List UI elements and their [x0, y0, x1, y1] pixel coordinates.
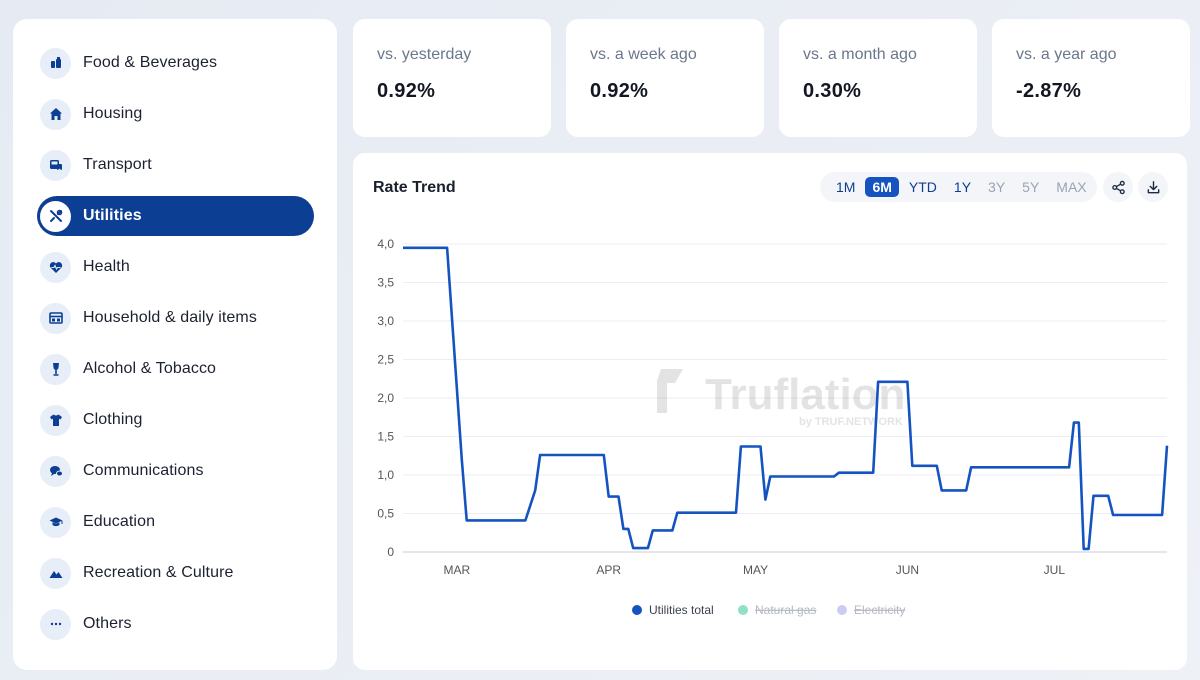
legend-label: Natural gas — [755, 603, 816, 617]
y-tick-label: 3,0 — [377, 314, 394, 328]
sidebar-item-label: Alcohol & Tobacco — [83, 360, 217, 377]
stat-value: 0.92% — [377, 80, 436, 102]
y-tick-label: 1,5 — [377, 430, 394, 444]
stat-value: -2.87% — [1016, 80, 1082, 102]
stat-label: vs. a year ago — [1016, 46, 1117, 63]
legend-item-natural-gas[interactable]: Natural gas — [738, 603, 816, 617]
legend-item-utilities-total[interactable]: Utilities total — [632, 603, 714, 617]
wine-glass-icon — [40, 353, 71, 385]
stat-card-week: vs. a week ago 0.92% — [566, 19, 764, 137]
rate-trend-card: 0 0,5 1,0 1,5 2,0 2,5 3,0 3,5 4,0 MAR APR MAY JUN JUL… — [353, 153, 1187, 670]
legend-marker — [837, 605, 847, 615]
sidebar-item-education[interactable]: Education — [37, 502, 314, 542]
range-button-6m[interactable]: 6M — [865, 177, 899, 197]
range-button-5y[interactable]: 5Y — [1022, 179, 1040, 195]
stat-label: vs. yesterday — [377, 46, 472, 63]
share-icon — [1111, 180, 1125, 194]
y-tick-label: 2,0 — [377, 391, 394, 405]
stat-label: vs. a month ago — [803, 46, 917, 63]
food-icon — [40, 47, 71, 79]
sidebar-item-clothing[interactable]: Clothing — [37, 400, 314, 440]
sidebar-item-label: Housing — [83, 105, 143, 122]
y-tick-label: 0,5 — [377, 507, 394, 521]
graduation-cap-icon — [40, 506, 71, 538]
rate-trend-chart: 0 0,5 1,0 1,5 2,0 2,5 3,0 3,5 4,0 MAR APR MAY JUN JUL… — [377, 237, 1169, 617]
time-range-selector: 1M 6M YTD 1Y 3Y 5Y MAX — [820, 172, 1097, 202]
legend-marker — [632, 605, 642, 615]
stat-card-yesterday: vs. yesterday 0.92% — [353, 19, 551, 137]
house-icon — [40, 98, 71, 130]
x-tick-label: MAY — [743, 563, 768, 577]
x-tick-label: APR — [596, 563, 621, 577]
y-tick-label: 4,0 — [377, 237, 394, 251]
transport-icon — [40, 149, 71, 181]
watermark-sub: by TRUF.NETWORK — [799, 416, 903, 428]
legend-label: Utilities total — [649, 603, 714, 617]
stat-card-year: vs. a year ago -2.87% — [992, 19, 1190, 137]
sidebar-item-housing[interactable]: Housing — [37, 94, 314, 134]
sidebar-item-communications[interactable]: Communications — [37, 451, 314, 491]
legend-item-electricity[interactable]: Electricity — [837, 603, 905, 617]
range-button-max[interactable]: MAX — [1056, 179, 1087, 195]
sidebar-item-alcohol-tobacco[interactable]: Alcohol & Tobacco — [37, 349, 314, 389]
y-tick-label: 2,5 — [377, 353, 394, 367]
more-icon — [40, 608, 71, 640]
sidebar-item-label: Transport — [83, 156, 152, 173]
x-tick-label: JUL — [1044, 563, 1066, 577]
sidebar-item-label: Food & Beverages — [83, 54, 218, 71]
sidebar-item-label: Health — [83, 258, 130, 275]
download-button[interactable] — [1138, 172, 1168, 202]
tools-icon — [40, 200, 71, 232]
chart-title: Rate Trend — [373, 179, 456, 196]
stat-card-month: vs. a month ago 0.30% — [779, 19, 977, 137]
y-tick-label: 3,5 — [377, 276, 394, 290]
heart-pulse-icon — [40, 251, 71, 283]
sidebar-item-label: Communications — [83, 462, 204, 479]
sidebar-item-label: Utilities — [83, 207, 142, 224]
series-line-utilities-total — [403, 246, 1169, 551]
chat-icon — [40, 455, 71, 487]
range-button-3y[interactable]: 3Y — [988, 179, 1006, 195]
range-button-1y[interactable]: 1Y — [953, 179, 972, 195]
y-tick-label: 1,0 — [377, 468, 394, 482]
x-tick-label: MAR — [444, 563, 471, 577]
watermark-name: Truflation — [705, 370, 905, 419]
category-sidebar: Food & Beverages Housing Transport Utilitie… — [13, 19, 337, 670]
download-icon — [1147, 180, 1159, 193]
sidebar-item-utilities[interactable]: Utilities — [37, 196, 314, 236]
stat-label: vs. a week ago — [590, 46, 697, 63]
range-button-1m[interactable]: 1M — [836, 179, 856, 195]
stat-value: 0.92% — [590, 80, 649, 102]
sidebar-item-recreation-culture[interactable]: Recreation & Culture — [37, 553, 314, 593]
sidebar-item-household-daily-items[interactable]: Household & daily items — [37, 298, 314, 338]
sidebar-item-others[interactable]: Others — [37, 604, 314, 644]
sidebar-item-label: Recreation & Culture — [83, 564, 234, 581]
sidebar-item-label: Others — [83, 615, 132, 632]
sidebar-item-food-beverages[interactable]: Food & Beverages — [37, 43, 314, 83]
sidebar-item-label: Household & daily items — [83, 309, 257, 326]
range-button-ytd[interactable]: YTD — [908, 179, 937, 195]
share-button[interactable] — [1103, 172, 1133, 202]
y-tick-label: 0 — [387, 545, 394, 559]
sidebar-item-health[interactable]: Health — [37, 247, 314, 287]
sidebar-item-transport[interactable]: Transport — [37, 145, 314, 185]
mountain-icon — [40, 557, 71, 589]
household-icon — [40, 302, 71, 334]
stat-value: 0.30% — [803, 80, 862, 102]
sidebar-item-label: Education — [83, 513, 156, 530]
x-tick-label: JUN — [896, 563, 919, 577]
legend-marker — [738, 605, 748, 615]
legend-label: Electricity — [854, 603, 905, 617]
sidebar-item-label: Clothing — [83, 411, 143, 428]
tshirt-icon — [40, 404, 71, 436]
